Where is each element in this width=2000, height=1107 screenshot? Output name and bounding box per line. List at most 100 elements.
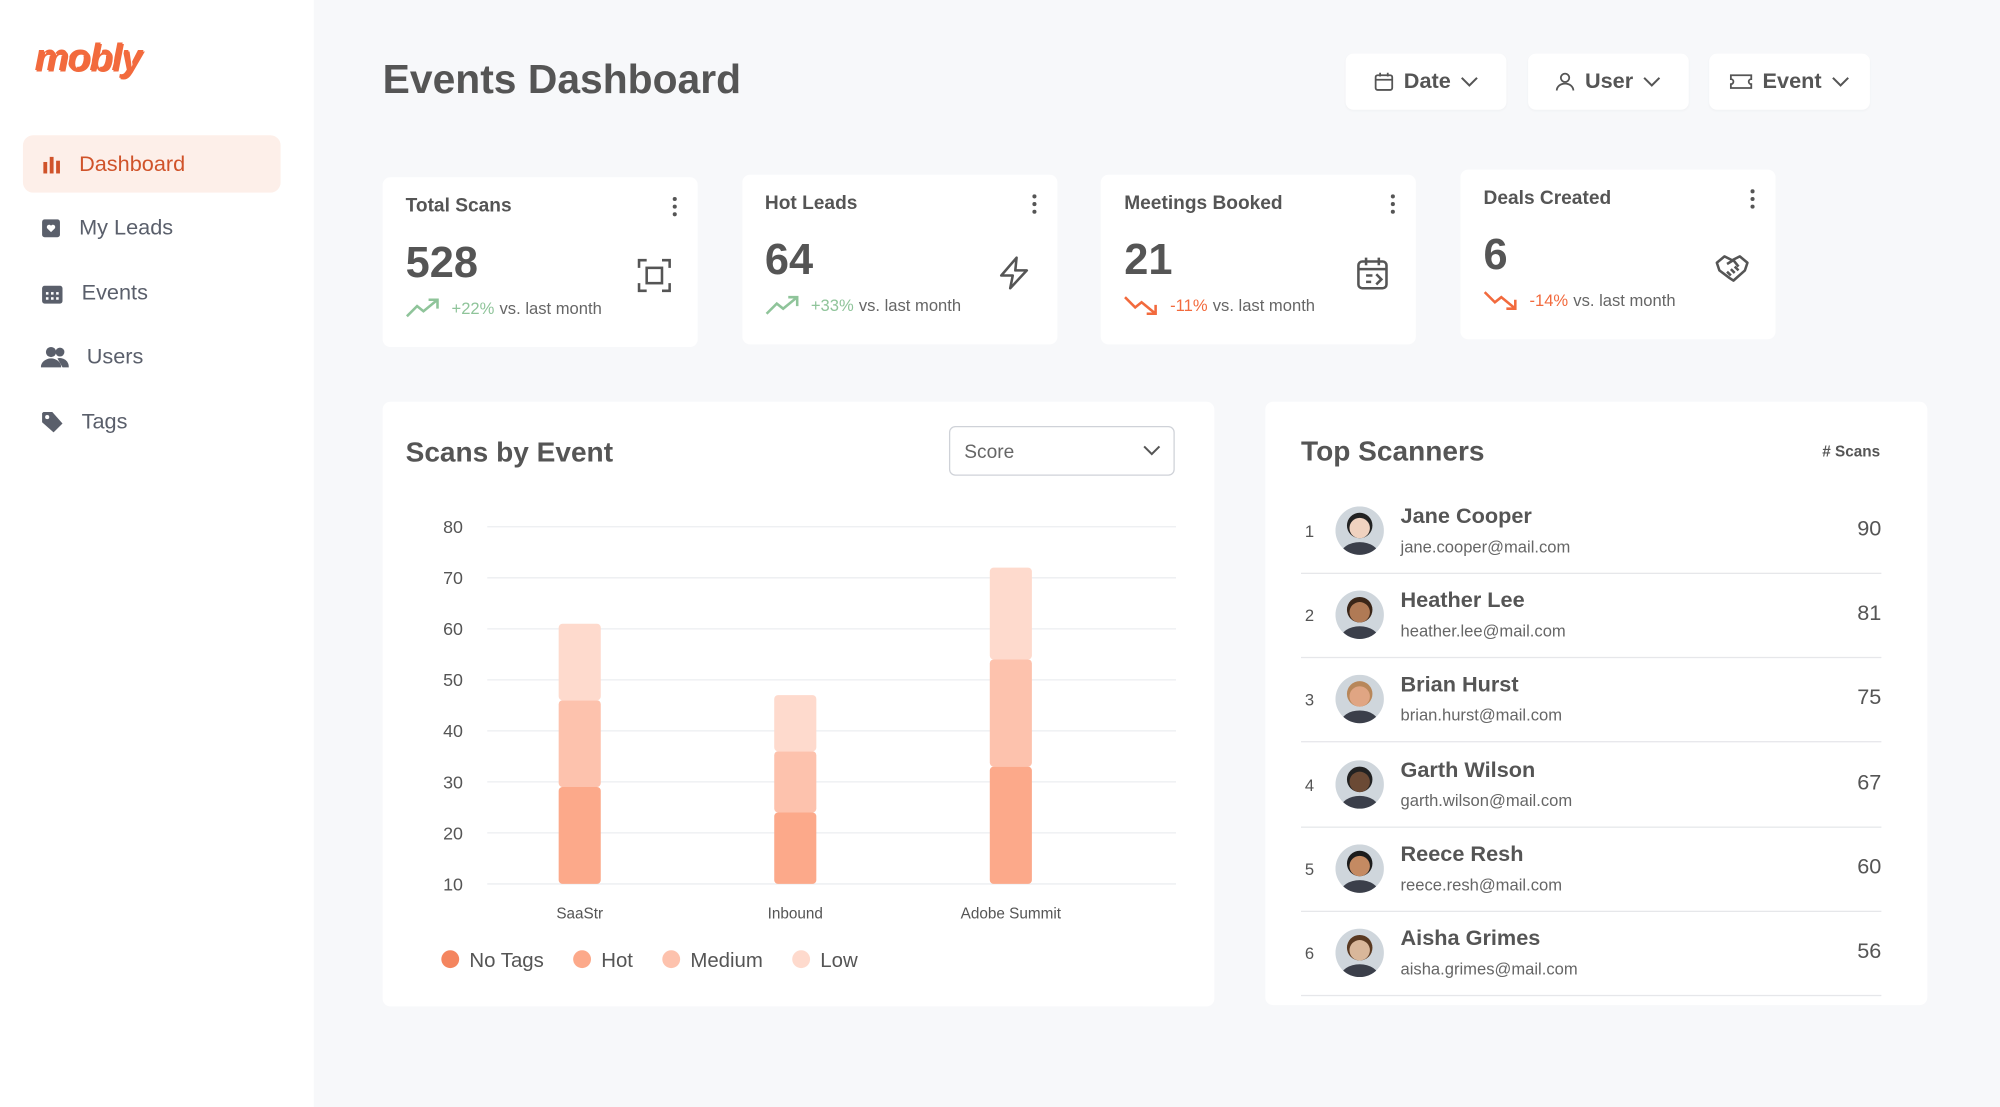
kpi-change-row: +22% vs. last month	[405, 297, 602, 318]
scanner-name: Garth Wilson	[1400, 757, 1536, 782]
trend-arrow	[405, 297, 442, 318]
logo[interactable]: mobly	[35, 38, 144, 81]
kpi-value: 528	[405, 238, 478, 287]
trend-arrow	[1124, 295, 1160, 316]
y-tick-label: 80	[443, 517, 463, 537]
avatar	[1335, 759, 1384, 815]
x-tick-label: Inbound	[768, 905, 823, 922]
rank: 4	[1304, 774, 1315, 795]
scanner-name: Jane Cooper	[1400, 503, 1532, 529]
scan-count: 67	[1857, 769, 1882, 795]
legend-label: Hot	[601, 950, 633, 972]
kpi-menu[interactable]	[1391, 193, 1396, 222]
bar-segment	[774, 812, 817, 884]
kpi-change: -11%	[1170, 295, 1208, 315]
kpi-note: vs. last month	[858, 295, 962, 315]
avatar	[1335, 675, 1384, 730]
scanner-email: jane.cooper@mail.com	[1400, 536, 1571, 557]
y-tick-label: 50	[443, 670, 463, 690]
y-tick-label: 60	[443, 619, 463, 639]
nav-label: Tags	[81, 409, 128, 434]
kpi-card: Total Scans 528 +22% vs. last month	[382, 177, 698, 347]
bar-segment	[558, 700, 601, 787]
avatar	[1335, 928, 1384, 984]
nav-item[interactable]: My Leads	[23, 200, 281, 257]
kpi-card: Meetings Booked 21 -11% vs. last month	[1101, 174, 1417, 345]
scan-count: 75	[1857, 685, 1882, 710]
kpi-change-row: -14% vs. last month	[1483, 290, 1676, 310]
kpi-value: 21	[1124, 235, 1173, 285]
bar-segment	[989, 567, 1032, 660]
kpi-change: +22%	[451, 297, 495, 317]
nav-item[interactable]: Tags	[23, 393, 281, 450]
scanner-email: garth.wilson@mail.com	[1400, 790, 1573, 810]
chart: 10 20 30 40 50 60 70 80 SaaStr Inbound Adobe Summi…	[441, 517, 1177, 972]
scanner-row[interactable]: 2 Heather Lee heather.lee@mail.com 81	[1301, 573, 1882, 659]
legend-swatch	[441, 950, 460, 969]
scanner-email: heather.lee@mail.com	[1400, 621, 1566, 641]
filter-label: Event	[1762, 68, 1822, 94]
chevron	[1461, 75, 1479, 88]
bar-segment	[558, 786, 601, 884]
kpi-menu[interactable]	[1750, 187, 1755, 216]
kpi-value: 64	[764, 235, 814, 285]
kpi-menu[interactable]	[1031, 193, 1037, 222]
scanner-name: Brian Hurst	[1400, 672, 1519, 697]
y-tick-label: 30	[443, 772, 463, 792]
legend-swatch	[662, 950, 681, 969]
column-header: # Scans	[1822, 442, 1881, 461]
rank: 2	[1304, 606, 1315, 626]
trend-arrow	[1483, 290, 1520, 310]
kpi-value: 6	[1483, 230, 1508, 280]
scan-count: 56	[1857, 938, 1882, 964]
nav-label: Events	[81, 280, 148, 305]
filter-icon	[1729, 73, 1752, 91]
rank: 6	[1304, 943, 1315, 964]
filter-button[interactable]: Date	[1345, 53, 1507, 110]
nav-item[interactable]: Events	[23, 264, 281, 321]
score-dropdown[interactable]: Score	[948, 426, 1175, 476]
dropdown-label: Score	[964, 441, 1015, 464]
legend-label: No Tags	[469, 950, 543, 972]
scanner-row[interactable]: 5 Reece Resh reece.resh@mail.com 60	[1301, 826, 1882, 912]
scanner-row[interactable]: 4 Garth Wilson garth.wilson@mail.com 67	[1301, 742, 1882, 828]
page-title: Events Dashboard	[382, 56, 742, 103]
bar-segment	[989, 659, 1032, 767]
legend-label: Medium	[690, 950, 763, 972]
filter-button[interactable]: Event	[1709, 53, 1870, 110]
filter-button[interactable]: User	[1527, 53, 1689, 110]
kpi-title: Deals Created	[1483, 187, 1612, 210]
chart-panel: Scans by Event Score 10 20 30 40 50 60 70 80 Saa…	[382, 401, 1215, 1007]
top-scanners-panel: Top Scanners # Scans 1 Jane Cooper jane.co…	[1265, 401, 1928, 1006]
kpi-note: vs. last month	[499, 297, 602, 317]
scanner-name: Aisha Grimes	[1400, 926, 1541, 951]
scanner-row[interactable]: 1 Jane Cooper jane.cooper@mail.com 90	[1301, 489, 1882, 574]
kpi-icon	[1355, 255, 1391, 297]
chart-title: Scans by Event	[405, 436, 614, 469]
scan-count: 90	[1857, 516, 1882, 541]
y-tick-label: 20	[443, 823, 463, 843]
scanner-email: reece.resh@mail.com	[1400, 874, 1563, 894]
nav-item[interactable]: Dashboard	[22, 135, 281, 193]
kpi-note: vs. last month	[1212, 295, 1316, 315]
bar-segment	[989, 766, 1032, 884]
kpi-title: Total Scans	[405, 195, 512, 217]
scanner-row[interactable]: 3 Brian Hurst brian.hurst@mail.com 75	[1301, 657, 1882, 743]
scanner-email: aisha.grimes@mail.com	[1400, 959, 1578, 979]
rank: 1	[1304, 521, 1315, 541]
kpi-change-row: -11% vs. last month	[1124, 295, 1316, 316]
scanners-title: Top Scanners	[1301, 434, 1485, 467]
kpi-change: +33%	[810, 295, 854, 315]
scanner-row[interactable]: 6 Aisha Grimes aisha.grimes@mail.com 56	[1301, 911, 1882, 997]
y-tick-label: 70	[443, 568, 463, 588]
nav-icon	[23, 218, 79, 238]
nav-label: My Leads	[79, 215, 174, 240]
scan-count: 81	[1857, 601, 1882, 626]
filter-icon	[1554, 71, 1574, 91]
kpi-menu[interactable]	[672, 195, 677, 224]
nav-item[interactable]: Users	[23, 329, 281, 386]
filter-label: User	[1584, 68, 1634, 94]
kpi-title: Hot Leads	[764, 192, 858, 215]
